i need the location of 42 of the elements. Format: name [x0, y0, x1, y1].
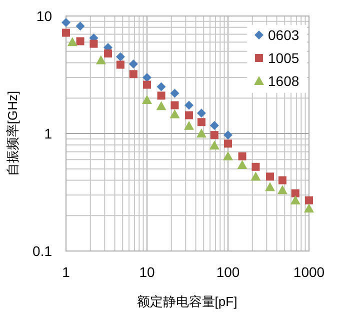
point — [278, 176, 286, 184]
point — [104, 49, 112, 58]
point — [170, 88, 180, 98]
point — [76, 37, 84, 46]
legend-label: 1608 — [268, 73, 300, 89]
point — [129, 70, 138, 78]
point — [197, 118, 206, 126]
point — [170, 101, 179, 110]
point — [76, 22, 85, 31]
point — [224, 140, 232, 148]
x-tick-label: 10 — [139, 264, 155, 280]
legend-label: 1005 — [268, 50, 300, 66]
point — [184, 100, 194, 110]
point — [143, 80, 151, 89]
point — [196, 108, 206, 118]
point — [224, 130, 232, 140]
x-tick-label: 100 — [216, 264, 240, 280]
point — [116, 60, 124, 69]
y-tick-label: 0.1 — [32, 243, 52, 259]
point — [62, 18, 70, 28]
point — [291, 189, 300, 198]
point — [305, 196, 313, 204]
point — [157, 92, 166, 100]
y-tick-label: 1 — [44, 126, 52, 142]
point — [116, 52, 125, 62]
point — [210, 120, 219, 130]
point — [90, 40, 98, 48]
point — [238, 152, 246, 160]
point — [266, 172, 274, 181]
point — [185, 111, 193, 120]
point — [156, 82, 166, 92]
point — [252, 162, 260, 171]
point — [128, 60, 138, 69]
point — [142, 72, 152, 82]
x-tick-label: 1 — [62, 264, 70, 280]
y-tick-label: 10 — [36, 8, 52, 24]
point — [210, 131, 218, 140]
x-axis-title: 额定静电容量[pF] — [136, 294, 238, 309]
legend-label: 0603 — [268, 27, 300, 43]
y-axis-title: 自振频率[GHz] — [5, 90, 20, 176]
point — [62, 28, 70, 37]
x-tick-label: 1000 — [293, 264, 325, 280]
